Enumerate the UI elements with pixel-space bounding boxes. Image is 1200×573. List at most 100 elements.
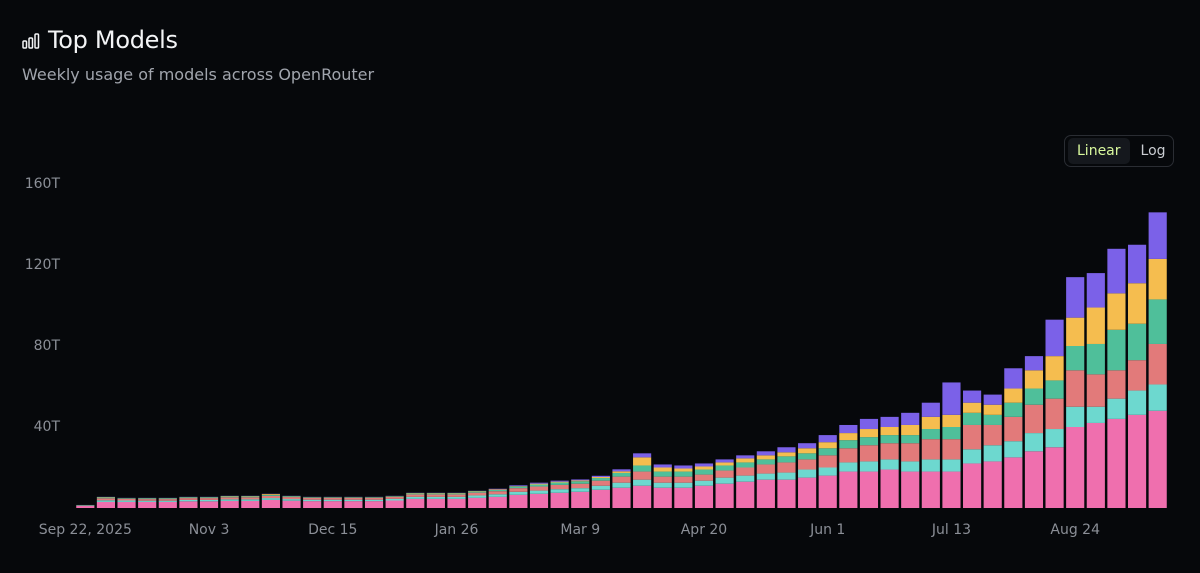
bar-segment: [839, 448, 858, 463]
bar-segment: [818, 435, 837, 443]
bar-segment: [798, 453, 817, 460]
bar-segment: [488, 489, 507, 490]
bar-segment: [818, 455, 837, 468]
scale-option[interactable]: Linear: [1068, 138, 1130, 164]
bar-segment: [1086, 343, 1105, 375]
bar-segment: [1107, 329, 1126, 371]
bar-segment: [736, 462, 755, 468]
bar-segment: [1107, 370, 1126, 399]
bar-segment: [694, 466, 714, 470]
bar-segment: [138, 500, 157, 502]
bar-segment: [674, 487, 693, 508]
bar-segment: [859, 445, 879, 462]
bar-segment: [921, 402, 940, 417]
bar-segment: [468, 495, 487, 498]
bar-segment: [117, 500, 136, 502]
bar-segment: [529, 490, 549, 494]
bar-segment: [406, 498, 425, 508]
bar-segment: [777, 472, 796, 480]
bar-segment: [385, 496, 404, 499]
bar-segment: [241, 496, 260, 498]
bar-segment: [509, 494, 528, 508]
bar-segment: [1045, 356, 1064, 381]
scale-toggle: Linear Log: [1064, 135, 1174, 167]
bar-segment: [798, 448, 817, 454]
bar-segment: [385, 498, 404, 501]
y-tick-label: 120T: [25, 257, 61, 273]
bar-segment: [901, 443, 920, 462]
bar-segment: [117, 498, 136, 499]
bar-segment: [303, 501, 322, 508]
bar-segment: [571, 488, 590, 492]
bar-segment: [1066, 277, 1085, 318]
bar-segment: [426, 494, 445, 497]
x-tick-label: Jun 1: [809, 522, 845, 538]
bar-segment: [674, 476, 693, 483]
bar-segment: [694, 469, 714, 475]
bar-segment: [529, 493, 549, 508]
bar-segment: [612, 476, 631, 483]
bar-segment: [509, 491, 528, 495]
x-tick-label: Apr 20: [681, 522, 727, 538]
bar-segment: [550, 481, 569, 483]
bar-segment: [777, 462, 796, 473]
bar-segment: [963, 424, 982, 450]
bar-segment: [571, 481, 590, 484]
bar-segment: [839, 433, 858, 441]
bar-segment: [1107, 248, 1126, 294]
bar-segment: [1148, 212, 1167, 259]
bar-segment: [880, 427, 899, 436]
bar-segment: [633, 465, 652, 472]
bar-segment: [818, 467, 837, 476]
bar-segment: [756, 459, 775, 465]
bar-segment: [921, 459, 940, 472]
bar-segment: [426, 496, 445, 499]
bar-segment: [694, 463, 714, 467]
bar-segment: [880, 416, 899, 427]
bar-segment: [96, 498, 116, 501]
bar-segment: [1024, 404, 1044, 434]
bar-segment: [447, 493, 466, 495]
bar-segment: [777, 447, 796, 453]
bar-segment: [1004, 441, 1023, 458]
bar-segment: [1148, 343, 1167, 385]
bar-segment: [859, 437, 879, 446]
bar-segment: [818, 448, 837, 456]
bar-segment: [323, 499, 342, 502]
bar-segment: [1086, 422, 1105, 508]
bar-segment: [323, 497, 342, 500]
bar-segment: [736, 458, 755, 463]
bar-segment: [653, 487, 672, 508]
bar-segment: [1004, 388, 1023, 403]
bar-segment: [1107, 293, 1126, 330]
bar-segment: [468, 492, 487, 496]
bar-segment: [818, 475, 837, 508]
bar-segment: [488, 489, 507, 492]
bar-segment: [344, 497, 363, 500]
subtitle: Weekly usage of models across OpenRouter: [22, 65, 375, 84]
bar-segment: [942, 427, 961, 440]
bar-segment: [756, 451, 775, 456]
bar-segment: [261, 499, 280, 508]
bar-segment: [1066, 317, 1085, 346]
bar-segment: [303, 499, 322, 502]
bar-segment: [653, 482, 672, 488]
bar-segment: [571, 479, 590, 481]
bar-segment: [550, 480, 569, 482]
scale-option[interactable]: Log: [1140, 143, 1166, 159]
bar-segment: [1127, 283, 1147, 324]
bar-segment: [1127, 323, 1147, 361]
bar-segment: [1148, 299, 1167, 344]
bar-segment: [1045, 429, 1064, 448]
bar-segment: [736, 455, 755, 459]
bar-segment: [983, 394, 1002, 405]
bar-segment: [798, 477, 817, 508]
bar-segment: [942, 382, 961, 415]
bar-segment: [1148, 410, 1167, 508]
bar-segment: [1045, 380, 1064, 399]
bar-segment: [179, 498, 198, 500]
bar-segment: [1148, 258, 1167, 300]
bar-segment: [199, 501, 219, 508]
bar-segment: [715, 462, 734, 466]
